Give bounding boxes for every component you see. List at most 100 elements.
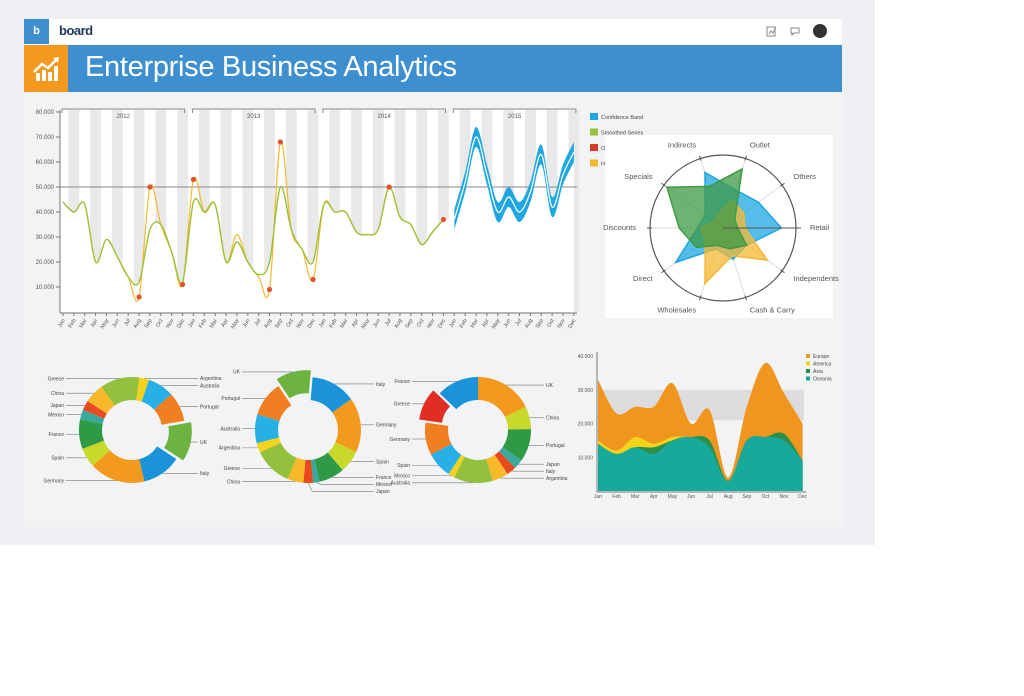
donut-label: France [376,475,392,481]
x-tick-label: Oct [546,318,556,329]
x-tick-label: Aug [133,318,143,329]
year-label: 2015 [508,114,522,120]
y-tick-label: 80.000 [36,110,55,116]
donut-label: Germany [43,478,64,484]
outlier-point [190,176,197,183]
x-tick-label: May [361,318,372,330]
radar-axis-label: Outlet [750,140,771,149]
legend-label: Oceania [813,377,832,383]
donut-label: Portugal [221,396,240,402]
legend-label: Europe [813,354,829,360]
month-stripe [351,110,362,312]
legend-label: Smoothed Series [601,131,643,137]
donut-label: Spain [397,463,410,469]
year-label: 2014 [377,114,391,120]
y-tick-label: 10.000 [578,455,594,461]
x-tick-label: Feb [329,318,339,329]
year-label: 2012 [117,114,131,120]
donut-slice-china [505,406,531,430]
top-bar: b board [24,19,842,44]
x-tick-label: Jun [242,318,252,329]
x-tick-label: Feb [612,494,621,500]
donut-slice-greece [419,390,450,423]
donut-chart-2: UK Portugal Australia Argentina Greece China I… [219,370,397,495]
legend-swatch [590,113,598,120]
y-tick-label: 20.000 [578,422,594,428]
donut-slice-france [314,452,343,482]
month-stripe [242,110,254,312]
donut-label: Japan [50,403,64,409]
x-tick-label: May [491,318,502,330]
app-logo[interactable]: b [24,19,49,44]
confidence-band [454,126,574,230]
y-tick-label: 30.000 [36,235,55,241]
month-stripe [111,110,123,312]
x-tick-label: Jan [594,494,602,500]
donut-label: Argentina [200,376,222,382]
year-bracket [61,108,186,113]
month-stripe [307,110,319,312]
donut-chart-1: Greece China Japan Mexico France Spain Germany… [43,376,221,484]
donut-label: Australia [200,383,220,389]
donut-label: Japan [376,489,390,495]
x-tick-label: May [668,494,678,500]
month-stripe [133,110,145,312]
outlier-point [266,286,273,293]
y-tick-label: 20.000 [36,260,55,266]
legend-label: America [813,362,832,368]
leader-line [308,482,374,492]
month-stripe [220,110,232,312]
year-label: 2013 [247,114,261,120]
donut-slice-japan [303,459,314,483]
x-tick-label: Jul [384,318,393,327]
report-icon[interactable] [766,25,778,37]
donut-slice-china [287,457,306,483]
user-avatar[interactable] [813,24,827,38]
title-bar: Enterprise Business Analytics [24,45,842,92]
x-tick-label: May [230,318,241,330]
donut-slice-germany [92,450,145,484]
radar-axis-label: Wholesales [657,306,696,315]
donut-label: Italy [546,469,556,475]
radar-axis-label: Discounts [603,223,636,232]
legend-swatch [590,159,598,167]
x-tick-label: Jan [57,318,67,329]
forecast-line [453,136,575,220]
x-tick-label: Jun [687,494,695,500]
x-tick-label: Dec [798,494,807,500]
chat-icon[interactable] [789,25,801,37]
x-tick-label: Apr [351,318,361,329]
radar-axis-label: Others [793,172,816,181]
outlier-point [310,276,316,283]
y-tick-label: 40.000 [578,354,594,360]
analytics-icon [24,45,68,92]
donut-slice-greece [259,442,297,479]
month-stripe [416,110,428,312]
donut-label: Germany [376,423,397,429]
month-stripe [155,110,167,312]
legend-swatch [590,144,598,151]
x-tick-label: Jul [515,318,524,327]
leader-line [316,482,374,485]
donut-label: Germany [389,437,410,443]
area-under-curve [63,136,574,312]
donut-label: Australia [221,426,241,432]
month-stripe [372,110,384,312]
y-tick-label: 40.000 [36,210,55,216]
stacked-area-chart: 40.000 30.000 20.000 10.000 Jan Feb Mar Apr May J… [578,352,832,500]
radar-tick [780,182,785,187]
x-tick-label: Feb [459,318,469,329]
donut-slice-mexico [448,454,465,478]
x-tick-label: Nov [165,318,175,330]
donut-label: Argentina [219,446,241,452]
radar-axis-label: Cash & Carry [750,306,795,315]
x-tick-label: Aug [394,318,404,329]
donut-slice-portugal [154,394,185,425]
radar-tick [744,295,747,301]
outlier-point [386,184,392,190]
donut-label: UK [200,440,208,446]
donut-slice-france [439,377,478,410]
donut-slice-france [79,419,104,449]
donut-slice-argentina [136,377,150,402]
x-tick-label: Dec [176,318,186,330]
